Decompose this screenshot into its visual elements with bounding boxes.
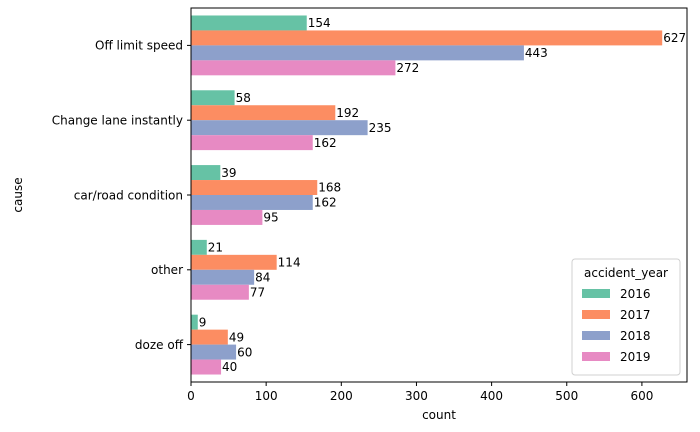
data-label-2017-0: 627 xyxy=(663,31,686,45)
y-tick-label: car/road condition xyxy=(74,188,183,202)
bar-2019-1 xyxy=(191,135,313,151)
bar-2017-0 xyxy=(191,30,663,46)
data-label-2017-1: 192 xyxy=(336,106,359,120)
x-tick-label: 500 xyxy=(555,389,578,403)
data-label-2019-3: 77 xyxy=(250,285,265,299)
x-tick-label: 400 xyxy=(480,389,503,403)
y-axis-ticks: Off limit speed Change lane instantly car/… xyxy=(52,39,191,352)
y-tick-label: other xyxy=(151,263,183,277)
x-axis-ticks: 0 100 200 300 400 500 600 xyxy=(187,382,653,403)
legend-swatch-2017 xyxy=(582,310,610,319)
bar-2017-3 xyxy=(191,254,277,270)
x-tick-label: 300 xyxy=(405,389,428,403)
data-label-2018-0: 443 xyxy=(525,46,548,60)
bar-2018-3 xyxy=(191,269,255,285)
y-axis-label: cause xyxy=(11,177,25,212)
data-label-2018-3: 84 xyxy=(255,270,270,284)
data-label-2017-4: 49 xyxy=(229,330,244,344)
data-label-2017-3: 114 xyxy=(278,256,301,270)
legend-label-2018: 2018 xyxy=(620,329,651,343)
bar-2018-1 xyxy=(191,120,368,136)
bar-2018-0 xyxy=(191,45,524,61)
legend-items: 2016 2017 2018 2019 xyxy=(582,287,651,364)
data-label-2016-3: 21 xyxy=(208,241,223,255)
data-label-2016-1: 58 xyxy=(236,91,251,105)
data-label-2017-2: 168 xyxy=(318,181,341,195)
data-label-2018-4: 60 xyxy=(237,345,252,359)
bar-2016-0 xyxy=(191,15,307,31)
bar-2016-3 xyxy=(191,239,207,255)
bar-2018-2 xyxy=(191,195,313,210)
data-label-2016-4: 9 xyxy=(199,315,207,329)
bar-2019-4 xyxy=(191,359,222,375)
data-label-2019-2: 95 xyxy=(263,211,278,225)
data-label-2019-4: 40 xyxy=(222,360,237,374)
x-tick-label: 0 xyxy=(187,389,195,403)
bar-2018-4 xyxy=(191,344,237,360)
data-label-2018-1: 235 xyxy=(369,121,392,135)
data-label-2019-1: 162 xyxy=(314,136,337,150)
legend-box xyxy=(571,258,681,376)
legend: accident_year 2016 2017 2018 2019 xyxy=(571,258,681,376)
bar-2019-0 xyxy=(191,60,396,76)
y-tick-label: Change lane instantly xyxy=(52,114,183,128)
data-label-2018-2: 162 xyxy=(314,196,337,210)
bar-2016-4 xyxy=(191,314,198,330)
legend-label-2017: 2017 xyxy=(620,308,651,322)
legend-swatch-2019 xyxy=(582,352,610,361)
y-tick-label: doze off xyxy=(135,338,184,352)
legend-swatch-2018 xyxy=(582,331,610,340)
legend-label-2019: 2019 xyxy=(620,350,651,364)
bar-2016-2 xyxy=(191,165,221,181)
x-axis-label: count xyxy=(422,408,456,422)
bar-2017-1 xyxy=(191,105,336,121)
legend-title: accident_year xyxy=(584,266,668,280)
bars-layer xyxy=(191,15,663,375)
bar-2016-1 xyxy=(191,90,235,106)
data-label-2016-0: 154 xyxy=(308,16,331,30)
data-labels-layer: 1546274432725819223516239168162952111484… xyxy=(199,16,686,374)
bar-2019-2 xyxy=(191,209,263,225)
x-tick-label: 600 xyxy=(630,389,653,403)
x-tick-label: 200 xyxy=(330,389,353,403)
y-tick-label: Off limit speed xyxy=(95,39,183,53)
legend-swatch-2016 xyxy=(582,289,610,298)
data-label-2019-0: 272 xyxy=(396,61,419,75)
bar-2017-2 xyxy=(191,180,318,195)
x-tick-label: 100 xyxy=(255,389,278,403)
bar-2019-3 xyxy=(191,284,249,300)
data-label-2016-2: 39 xyxy=(221,166,236,180)
legend-label-2016: 2016 xyxy=(620,287,651,301)
bar-2017-4 xyxy=(191,329,228,345)
